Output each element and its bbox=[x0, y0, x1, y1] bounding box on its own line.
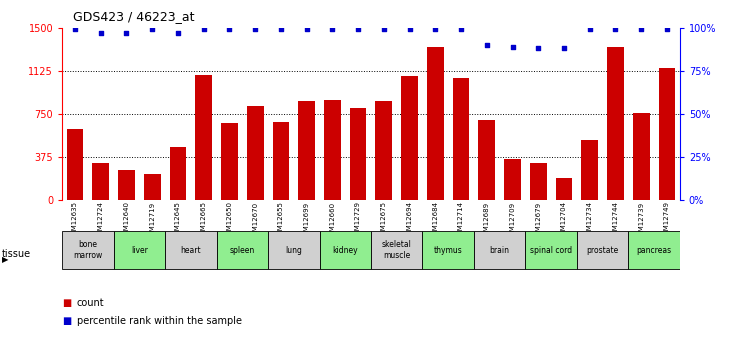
Bar bbox=[247, 106, 264, 200]
Bar bbox=[556, 178, 572, 200]
Point bbox=[610, 27, 621, 32]
Text: ■: ■ bbox=[62, 298, 72, 308]
Bar bbox=[273, 122, 289, 200]
Point bbox=[661, 27, 673, 32]
Text: count: count bbox=[77, 298, 105, 308]
Point bbox=[352, 27, 364, 32]
Point bbox=[198, 27, 210, 32]
Bar bbox=[324, 100, 341, 200]
Bar bbox=[401, 76, 418, 200]
Point bbox=[507, 44, 518, 49]
FancyBboxPatch shape bbox=[165, 231, 216, 269]
Text: lung: lung bbox=[285, 246, 302, 255]
Bar bbox=[349, 108, 366, 200]
Bar bbox=[221, 123, 238, 200]
Text: brain: brain bbox=[490, 246, 510, 255]
Point bbox=[121, 30, 132, 36]
FancyBboxPatch shape bbox=[629, 231, 680, 269]
Text: liver: liver bbox=[131, 246, 148, 255]
Bar bbox=[633, 113, 650, 200]
FancyBboxPatch shape bbox=[474, 231, 526, 269]
FancyBboxPatch shape bbox=[423, 231, 474, 269]
Text: ▶: ▶ bbox=[2, 255, 9, 264]
Bar bbox=[478, 120, 495, 200]
Point bbox=[635, 27, 647, 32]
Point bbox=[378, 27, 390, 32]
Bar bbox=[67, 129, 83, 200]
Bar bbox=[144, 174, 161, 200]
FancyBboxPatch shape bbox=[216, 231, 268, 269]
Point bbox=[172, 30, 183, 36]
Text: percentile rank within the sample: percentile rank within the sample bbox=[77, 316, 242, 326]
Point bbox=[481, 42, 493, 48]
Point bbox=[300, 27, 312, 32]
Bar bbox=[452, 78, 469, 200]
Point bbox=[146, 27, 158, 32]
Text: kidney: kidney bbox=[333, 246, 358, 255]
Point bbox=[455, 27, 467, 32]
FancyBboxPatch shape bbox=[319, 231, 371, 269]
Text: thymus: thymus bbox=[433, 246, 463, 255]
Point bbox=[327, 27, 338, 32]
Text: skeletal
muscle: skeletal muscle bbox=[382, 240, 412, 260]
Point bbox=[532, 46, 544, 51]
FancyBboxPatch shape bbox=[113, 231, 165, 269]
Bar bbox=[607, 47, 624, 200]
Bar bbox=[581, 140, 598, 200]
Bar bbox=[504, 159, 521, 200]
Text: ■: ■ bbox=[62, 316, 72, 326]
Bar bbox=[659, 68, 675, 200]
Bar bbox=[298, 101, 315, 200]
Text: tissue: tissue bbox=[2, 249, 31, 258]
FancyBboxPatch shape bbox=[526, 231, 577, 269]
Text: prostate: prostate bbox=[586, 246, 618, 255]
Point bbox=[430, 27, 442, 32]
Bar bbox=[195, 75, 212, 200]
Point bbox=[275, 27, 287, 32]
Bar bbox=[92, 163, 109, 200]
Text: heart: heart bbox=[181, 246, 201, 255]
Text: pancreas: pancreas bbox=[637, 246, 672, 255]
Bar bbox=[427, 47, 444, 200]
FancyBboxPatch shape bbox=[577, 231, 629, 269]
FancyBboxPatch shape bbox=[268, 231, 319, 269]
FancyBboxPatch shape bbox=[371, 231, 423, 269]
Point bbox=[558, 46, 570, 51]
Text: bone
marrow: bone marrow bbox=[73, 240, 102, 260]
Text: GDS423 / 46223_at: GDS423 / 46223_at bbox=[73, 10, 194, 23]
Point bbox=[249, 27, 261, 32]
Bar bbox=[170, 147, 186, 200]
Bar bbox=[376, 101, 393, 200]
FancyBboxPatch shape bbox=[62, 231, 113, 269]
Bar bbox=[530, 163, 547, 200]
Bar bbox=[118, 170, 135, 200]
Point bbox=[69, 27, 81, 32]
Point bbox=[224, 27, 235, 32]
Point bbox=[404, 27, 415, 32]
Point bbox=[584, 27, 596, 32]
Text: spinal cord: spinal cord bbox=[530, 246, 572, 255]
Text: spleen: spleen bbox=[230, 246, 255, 255]
Point bbox=[95, 30, 107, 36]
